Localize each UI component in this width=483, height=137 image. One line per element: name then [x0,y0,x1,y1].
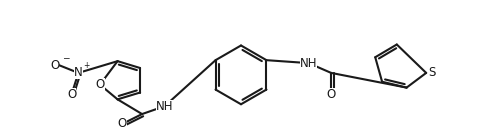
Text: O: O [327,88,336,101]
Text: −: − [62,53,69,62]
Text: S: S [428,66,436,79]
Text: N: N [74,66,83,79]
Text: O: O [118,117,127,130]
Text: NH: NH [300,57,317,70]
Text: O: O [95,78,104,91]
Text: +: + [83,61,90,70]
Text: O: O [50,59,59,72]
Text: NH: NH [156,100,173,113]
Text: O: O [67,88,76,101]
